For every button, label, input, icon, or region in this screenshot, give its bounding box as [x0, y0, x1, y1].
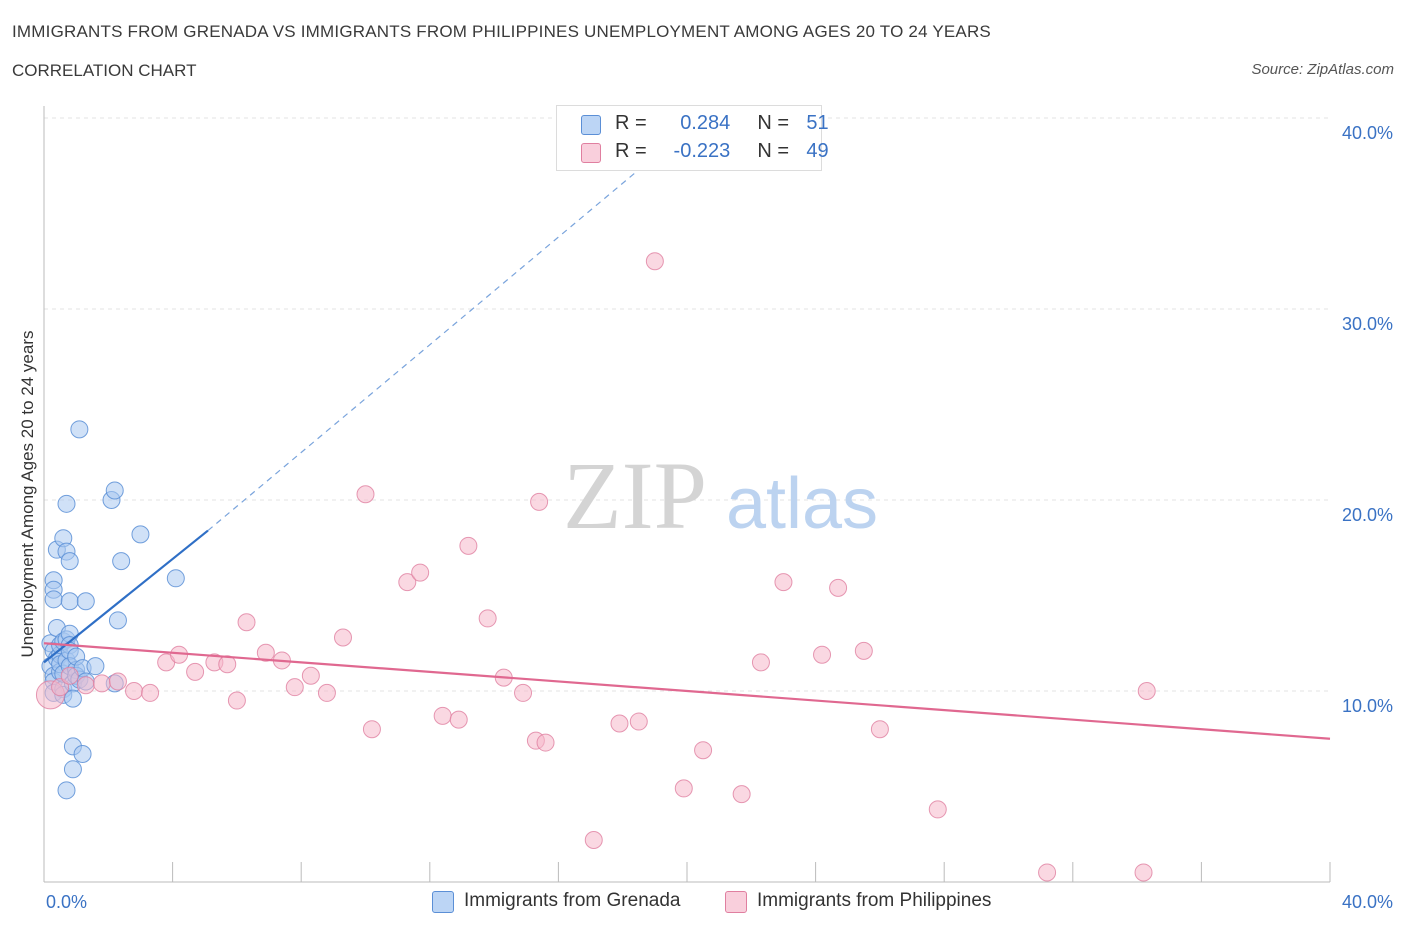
philippines-point — [356, 485, 375, 504]
trend-lines — [43, 142, 1331, 740]
grenada-point — [105, 481, 124, 500]
grenada-points — [41, 420, 185, 800]
philippines-point — [1134, 863, 1153, 882]
philippines-point — [285, 678, 304, 697]
grenada-point — [60, 592, 79, 611]
grenada-swatch — [581, 115, 601, 135]
philippines-point — [449, 710, 468, 729]
legend-philippines-label: Immigrants from Philippines — [757, 890, 992, 911]
y-axis-label: Unemployment Among Ages 20 to 24 years — [18, 331, 37, 658]
philippines-point — [108, 672, 127, 691]
grenada-point — [108, 611, 127, 630]
philippines-point — [237, 613, 256, 632]
philippines-point — [433, 706, 452, 725]
stats-legend: R = 0.284 N = 51 R = -0.223 N = 49 — [556, 105, 829, 171]
philippines-point — [333, 628, 352, 647]
grenada-point — [131, 525, 150, 544]
philippines-point — [398, 573, 417, 592]
philippines-n-value: 49 — [806, 140, 829, 162]
philippines-point — [732, 785, 751, 804]
philippines-point — [928, 800, 947, 819]
grenada-point — [86, 657, 105, 676]
grenada-point — [63, 760, 82, 779]
philippines-point — [870, 720, 889, 739]
philippines-point — [76, 676, 95, 695]
philippines-point — [141, 683, 160, 702]
tick-labels: 10.0% 20.0% 30.0% 40.0% 0.0% 40.0% — [46, 123, 1393, 912]
philippines-point — [645, 252, 664, 271]
philippines-point — [610, 714, 629, 733]
y-tick-label-0: 10.0% — [1342, 696, 1393, 716]
philippines-point — [854, 641, 873, 660]
grenada-n-value: 51 — [806, 112, 829, 134]
legend-grenada-label: Immigrants from Grenada — [464, 890, 681, 911]
philippines-point — [694, 741, 713, 760]
grenada-point — [44, 590, 63, 609]
philippines-point — [536, 733, 555, 752]
x-tick-label-max: 40.0% — [1342, 892, 1393, 912]
philippines-point — [478, 609, 497, 628]
grenada-point — [73, 745, 92, 764]
grenada-point — [57, 494, 76, 513]
philippines-point — [1038, 863, 1057, 882]
philippines-point — [92, 674, 111, 693]
philippines-point — [813, 645, 832, 664]
philippines-point — [674, 779, 693, 798]
watermark-zip: ZIP — [563, 442, 707, 549]
philippines-trend-line — [43, 642, 1331, 740]
philippines-swatch — [581, 143, 601, 163]
y-tick-label-2: 30.0% — [1342, 314, 1393, 334]
grenada-point — [60, 552, 79, 571]
philippines-point — [317, 683, 336, 702]
grenada-trend-line — [43, 529, 209, 664]
grenada-n-label: N = — [757, 112, 790, 134]
philippines-point — [530, 492, 549, 511]
philippines-n-label: N = — [757, 140, 790, 162]
grenada-point — [63, 689, 82, 708]
chart-title: IMMIGRANTS FROM GRENADA VS IMMIGRANTS FR… — [12, 22, 991, 41]
grenada-point — [166, 569, 185, 588]
philippines-point — [629, 712, 648, 731]
philippines-points — [35, 252, 1156, 882]
grenada-trend-extension — [207, 142, 672, 532]
grenada-point — [76, 592, 95, 611]
philippines-point — [51, 678, 70, 697]
legend-philippines-swatch — [725, 891, 747, 913]
philippines-point — [829, 578, 848, 597]
legend-grenada-swatch — [432, 891, 454, 913]
philippines-point — [751, 653, 770, 672]
source-label: Source: ZipAtlas.com — [1251, 61, 1394, 78]
philippines-point — [256, 643, 275, 662]
grid-lines — [44, 117, 1330, 692]
philippines-point — [459, 536, 478, 555]
philippines-point — [227, 691, 246, 710]
philippines-point — [774, 573, 793, 592]
philippines-r-value: -0.223 — [673, 140, 731, 162]
philippines-point — [125, 682, 144, 700]
y-tick-label-3: 40.0% — [1342, 123, 1393, 143]
chart-subtitle: CORRELATION CHART — [12, 61, 197, 80]
grenada-point — [112, 552, 131, 571]
philippines-point — [362, 720, 381, 739]
philippines-point — [1137, 682, 1156, 700]
philippines-point — [411, 563, 430, 582]
x-tick-label-min: 0.0% — [46, 892, 87, 912]
philippines-point — [514, 683, 533, 702]
philippines-point — [584, 830, 603, 849]
philippines-point — [60, 666, 79, 685]
philippines-point — [186, 662, 205, 681]
axes — [43, 106, 1331, 883]
watermark-atlas: atlas — [726, 464, 878, 544]
y-tick-label-1: 20.0% — [1342, 505, 1393, 525]
grenada-point — [70, 420, 89, 439]
philippines-r-label: R = — [615, 140, 647, 162]
grenada-r-value: 0.284 — [680, 112, 731, 134]
grenada-r-label: R = — [615, 112, 647, 134]
grenada-point — [57, 781, 76, 800]
philippines-point — [301, 666, 320, 685]
